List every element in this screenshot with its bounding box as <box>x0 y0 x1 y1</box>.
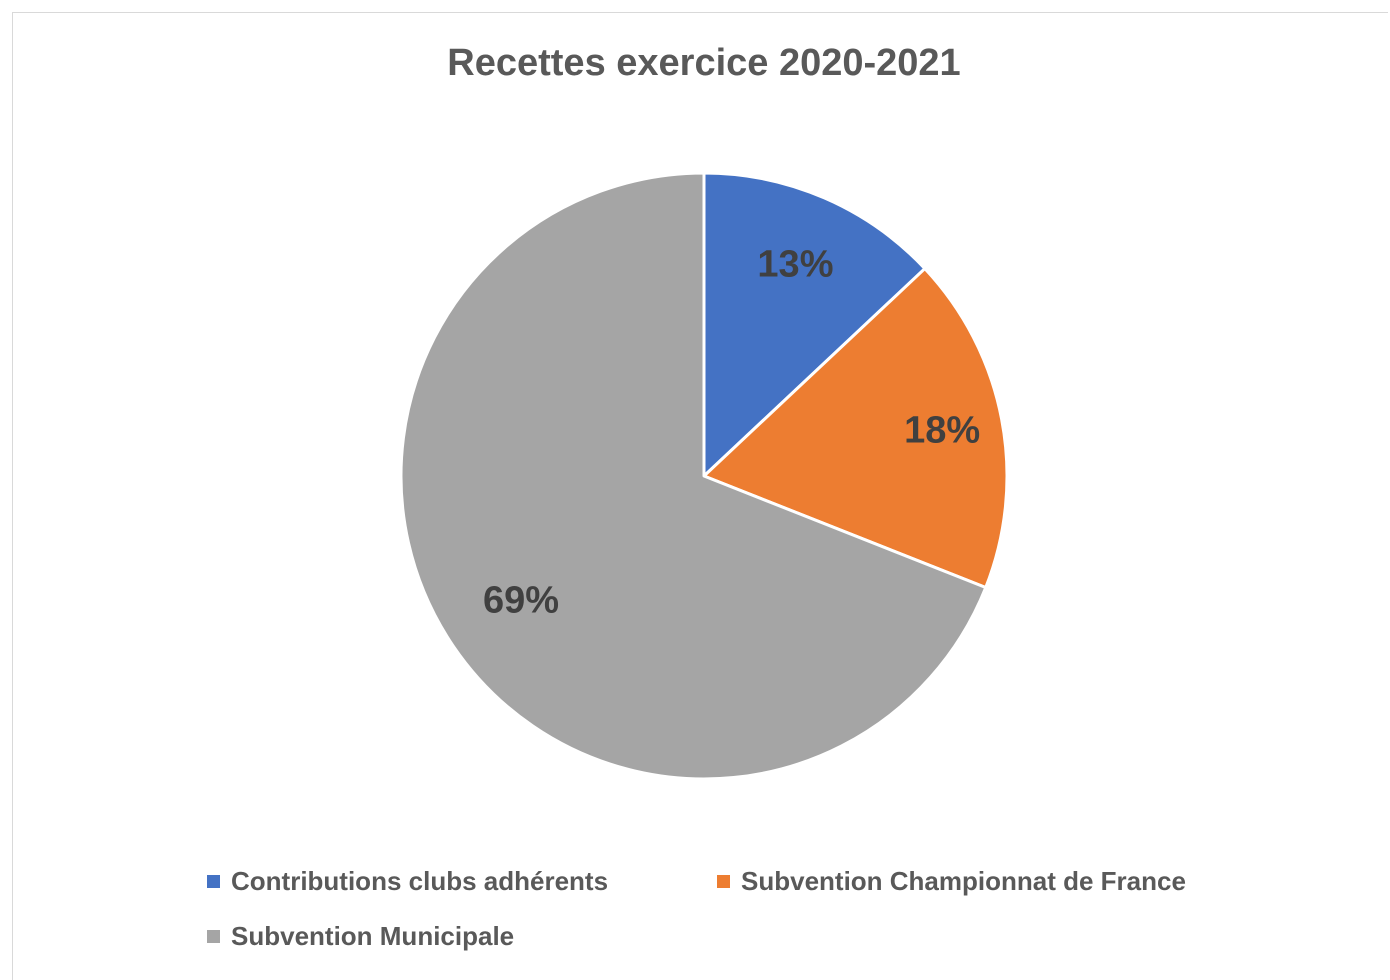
data-label-championnat: 18% <box>904 410 980 452</box>
pie-slices <box>399 171 1009 781</box>
pie-data-labels: 13% 18% 69% <box>483 244 980 622</box>
pie-slice-municipale <box>399 171 988 781</box>
chart-title: Recettes exercice 2020-2021 <box>447 42 961 84</box>
data-label-municipale: 69% <box>483 579 559 621</box>
pie-slice-contributions <box>702 171 927 478</box>
pie-slice-championnat <box>702 267 1009 590</box>
data-label-contributions: 13% <box>757 244 833 286</box>
